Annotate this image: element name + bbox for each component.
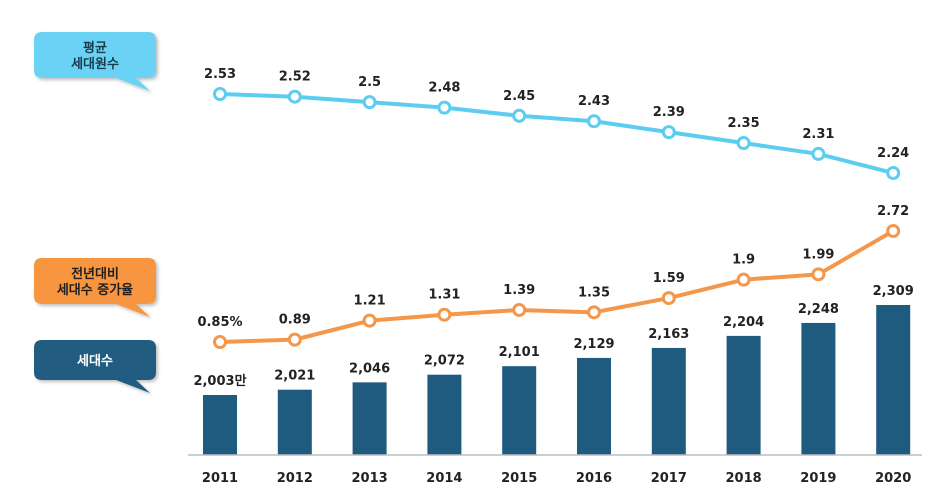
avg-household-size-label-2016: 2.43 [578, 94, 610, 109]
avg-household-size-label-2015: 2.45 [503, 89, 535, 104]
avg-household-size-point-2012 [287, 89, 302, 104]
x-tick-2012: 2012 [277, 471, 313, 486]
avg-household-size-point-2018 [736, 136, 751, 151]
bar-series-households: 2,003만 2,021 2,046 2,072 2,101 2,129 2,163 2,20… [193, 284, 914, 455]
avg-household-size-label-2011: 2.53 [204, 67, 236, 82]
callout-avg-household-size-line-1: 세대원수 [71, 57, 119, 72]
x-tick-2015: 2015 [501, 471, 537, 486]
bar-2018 [726, 335, 761, 455]
avg-household-size-line [218, 92, 896, 175]
bar-2012 [277, 389, 312, 455]
line-series-avg-household-size: 2.53 2.52 2.5 2.48 2.45 2.43 2.39 2.35 2.31 2.24 [204, 67, 909, 180]
avg-household-size-label-2013: 2.5 [358, 75, 381, 90]
growth-rate-point-2019 [811, 267, 826, 282]
growth-rate-point-2014 [437, 307, 452, 322]
avg-household-size-point-2017 [661, 125, 676, 140]
growth-rate-label-2013: 1.21 [354, 294, 386, 309]
avg-household-size-point-2016 [587, 114, 601, 129]
growth-rate-label-2020: 2.72 [877, 204, 909, 219]
bar-label-2012: 2,021 [274, 369, 315, 384]
callout-households [34, 340, 156, 393]
avg-household-size-point-2015 [512, 108, 527, 123]
growth-rate-label-2018: 1.9 [732, 253, 755, 268]
x-tick-2016: 2016 [576, 471, 612, 486]
bar-label-2011: 2,003만 [193, 373, 246, 389]
avg-household-size-point-2011 [213, 87, 227, 101]
avg-household-size-label-2014: 2.48 [428, 81, 460, 96]
bar-label-2014: 2,072 [424, 354, 465, 369]
growth-rate-point-2015 [512, 302, 527, 317]
line-series-growth-rate: 0.85% 0.89 1.21 1.31 1.39 1.35 1.59 1.9 1.99 2.72 [197, 204, 909, 349]
bar-label-2015: 2,101 [499, 345, 540, 360]
growth-rate-point-2012 [287, 332, 302, 347]
bar-2013 [352, 382, 387, 455]
callout-avg-household-size [34, 32, 156, 91]
callout-avg-household-size-line-0: 평균 [83, 40, 107, 56]
avg-household-size-label-2017: 2.39 [653, 105, 685, 120]
x-tick-2011: 2011 [202, 471, 238, 486]
avg-household-size-label-2012: 2.52 [279, 70, 311, 85]
growth-rate-label-2017: 1.59 [653, 271, 685, 286]
bar-2015 [502, 366, 537, 455]
bar-label-2016: 2,129 [573, 337, 614, 352]
avg-household-size-label-2019: 2.31 [802, 127, 834, 142]
growth-rate-point-2020 [886, 223, 901, 238]
growth-rate-line [218, 228, 896, 344]
avg-household-size-label-2018: 2.35 [728, 116, 760, 131]
growth-rate-point-2018 [736, 272, 751, 287]
x-tick-2017: 2017 [651, 471, 687, 486]
avg-household-size-point-2020 [886, 165, 901, 180]
bar-2019 [801, 322, 836, 455]
bar-2014 [427, 374, 462, 455]
growth-rate-label-2014: 1.31 [428, 288, 460, 303]
x-tick-2014: 2014 [426, 471, 462, 486]
avg-household-size-point-2014 [437, 100, 452, 115]
bar-label-2017: 2,163 [648, 327, 689, 342]
bar-label-2019: 2,248 [798, 302, 839, 317]
x-tick-2019: 2019 [800, 471, 836, 486]
growth-rate-point-2017 [661, 291, 676, 306]
growth-rate-label-2015: 1.39 [503, 283, 535, 298]
x-tick-2018: 2018 [726, 471, 762, 486]
bar-label-2020: 2,309 [873, 284, 914, 299]
bar-label-2013: 2,046 [349, 361, 390, 376]
callout-growth-rate-line-1: 세대수 증가율 [57, 282, 133, 298]
bar-label-2018: 2,204 [723, 315, 764, 330]
bar-2020 [876, 304, 911, 455]
growth-rate-point-2016 [587, 305, 601, 320]
growth-rate-label-2011: 0.85% [197, 315, 242, 330]
growth-rate-label-2016: 1.35 [578, 285, 610, 300]
avg-household-size-point-2019 [811, 146, 826, 161]
growth-rate-point-2011 [213, 335, 227, 349]
bar-2011 [203, 395, 237, 455]
callout-growth-rate [34, 258, 156, 317]
growth-rate-label-2019: 1.99 [802, 247, 834, 262]
x-tick-2020: 2020 [875, 471, 911, 486]
avg-household-size-label-2020: 2.24 [877, 146, 909, 161]
growth-rate-label-2012: 0.89 [279, 313, 311, 328]
x-axis-tick-labels: 2011 2012 2013 2014 2015 2016 2017 2018 2019 2020 [202, 471, 911, 486]
growth-rate-point-2013 [362, 313, 377, 328]
callout-households-line-0: 세대수 [77, 354, 113, 369]
bar-2016 [577, 357, 611, 455]
avg-household-size-point-2013 [362, 95, 377, 110]
callout-growth-rate-line-0: 전년대비 [71, 266, 119, 282]
bar-2017 [651, 347, 686, 455]
x-tick-2013: 2013 [352, 471, 388, 486]
